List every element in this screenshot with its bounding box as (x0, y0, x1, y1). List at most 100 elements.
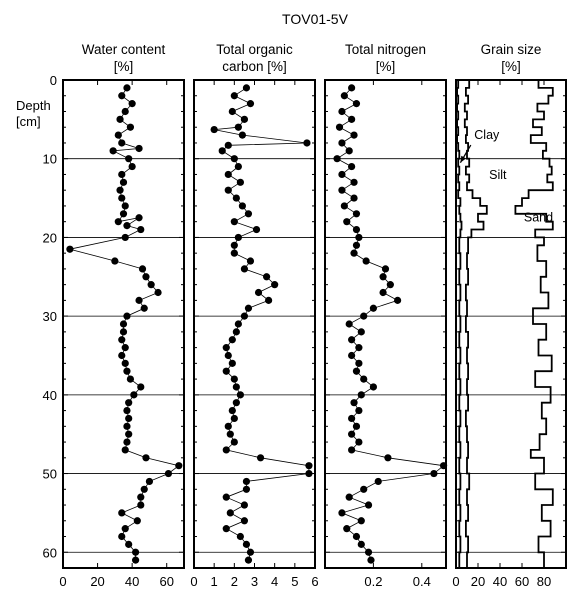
x-tick-label: 4 (271, 574, 278, 589)
data-point (123, 84, 131, 92)
data-point (230, 414, 238, 423)
data-point (364, 548, 373, 556)
data-point (352, 422, 361, 430)
data-point (116, 186, 124, 194)
panel-title-unit: [%] (501, 59, 521, 74)
data-point (340, 202, 348, 210)
data-point (222, 525, 230, 533)
panel-title: Total organic (216, 42, 293, 57)
data-point (350, 399, 358, 407)
panel-1: Water content [%] 0 20 40 60 (59, 42, 185, 589)
x-tick-label: 40 (493, 574, 507, 589)
series-silt (463, 80, 488, 568)
data-point (379, 288, 387, 297)
data-point (119, 320, 128, 328)
data-point (364, 501, 373, 509)
data-point (66, 245, 74, 253)
y-tick-label: 10 (43, 152, 57, 167)
data-point (338, 509, 346, 517)
data-point (116, 115, 124, 123)
series-sand (514, 80, 554, 568)
data-point (230, 218, 238, 226)
data-point (232, 194, 240, 202)
data-point (352, 100, 361, 108)
data-point (175, 462, 183, 470)
data-point (121, 359, 129, 367)
data-point (350, 249, 358, 257)
data-point (357, 540, 365, 548)
data-point (355, 344, 363, 352)
data-point (118, 532, 126, 541)
y-tick-label: 0 (50, 73, 57, 88)
annotation-sand: Sand (524, 211, 553, 225)
data-point (118, 351, 126, 360)
data-point (125, 155, 133, 163)
data-point (228, 406, 236, 415)
panel-title: Water content (82, 42, 166, 57)
x-tick-label: 20 (471, 574, 485, 589)
data-point (350, 178, 358, 186)
data-point (230, 241, 238, 249)
data-point (121, 446, 129, 454)
panel-title: Grain size (481, 42, 542, 57)
data-point (246, 548, 255, 556)
data-point (340, 92, 348, 100)
data-point (224, 351, 232, 360)
data-point (126, 375, 135, 383)
x-tick-label: 80 (537, 574, 551, 589)
data-point (135, 214, 143, 222)
series-clay (456, 80, 463, 568)
data-point (352, 225, 361, 234)
data-point (240, 501, 249, 509)
data-point (226, 509, 234, 517)
data-point (224, 186, 232, 194)
data-point (236, 391, 244, 399)
data-point (123, 222, 131, 230)
data-point (244, 210, 253, 218)
data-point (355, 406, 363, 415)
data-point (430, 469, 438, 478)
data-point (114, 131, 122, 139)
y-tick-label: 50 (43, 467, 57, 482)
data-point (252, 225, 261, 234)
data-point (119, 178, 128, 186)
data-point (360, 312, 368, 320)
data-point (137, 225, 145, 234)
data-point (118, 509, 126, 517)
data-point (133, 517, 141, 525)
data-point (357, 517, 365, 525)
data-point (228, 359, 236, 367)
data-point (242, 540, 251, 548)
data-point (234, 233, 242, 242)
data-point (126, 123, 135, 131)
data-point (362, 257, 370, 265)
data-point (352, 532, 361, 541)
data-point (232, 383, 240, 391)
x-tick-label: 3 (251, 574, 258, 589)
panel-title-unit: carbon [%] (222, 59, 287, 74)
x-tick-label: 60 (159, 574, 173, 589)
data-point (119, 328, 128, 336)
y-tick-label: 60 (43, 545, 57, 560)
data-point (338, 186, 346, 194)
data-point (394, 296, 402, 304)
data-point (305, 462, 313, 470)
data-point (147, 281, 155, 289)
y-tick-label: 40 (43, 388, 57, 403)
data-point (138, 265, 147, 273)
data-point (121, 202, 129, 210)
data-point (352, 241, 361, 249)
x-tick-label: 20 (90, 574, 104, 589)
data-point (348, 414, 356, 423)
data-point (222, 344, 230, 352)
data-point (369, 304, 377, 312)
data-point (222, 367, 230, 375)
data-point (118, 170, 126, 179)
data-point (222, 446, 230, 454)
panel-title-unit: [%] (376, 59, 396, 74)
data-point (242, 84, 251, 92)
data-point (118, 194, 126, 202)
data-point (254, 288, 263, 297)
panel-4: Grain size [%] 0 20 40 60 80 Clay Silt Sand (452, 42, 567, 589)
